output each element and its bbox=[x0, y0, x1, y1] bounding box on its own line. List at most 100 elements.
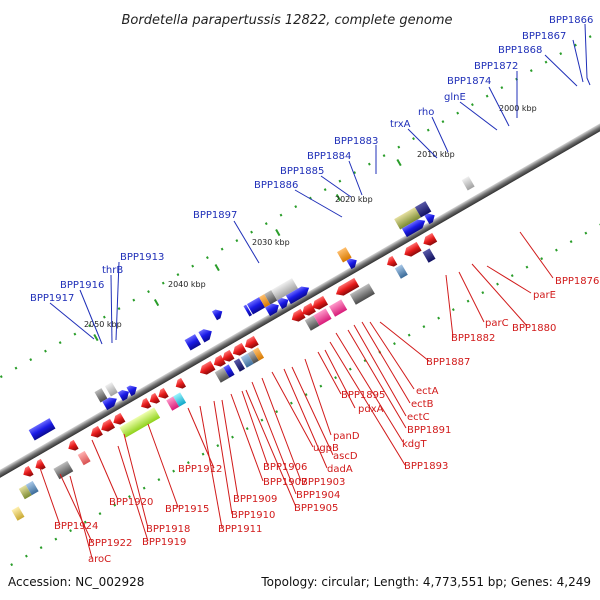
gene-label-bottom: BPP1924 bbox=[54, 521, 98, 532]
gene-label-bottom: BPP1893 bbox=[404, 461, 448, 472]
gene-arrow bbox=[404, 241, 422, 257]
gene-arrow bbox=[265, 303, 279, 317]
scale-tick bbox=[214, 264, 220, 272]
gene-label-bottom: BPP1911 bbox=[218, 524, 262, 535]
gene-label-top: BPP1916 bbox=[60, 280, 104, 291]
gene-label-bottom: aroC bbox=[88, 554, 111, 565]
gene-label-bottom: parE bbox=[533, 290, 556, 301]
gene-label-bottom: BPP1891 bbox=[407, 425, 451, 436]
gene-label-bottom: panD bbox=[333, 431, 360, 442]
dotted-track-outer bbox=[0, 27, 600, 430]
gene-arrow bbox=[101, 418, 116, 432]
gene-label-top: BPP1874 bbox=[447, 76, 491, 87]
gene-label-bottom: ectC bbox=[407, 412, 430, 423]
gene-label-bottom: BPP1920 bbox=[109, 497, 153, 508]
gene-label-bottom: BPP1905 bbox=[294, 503, 338, 514]
scale-label: 2030 kbp bbox=[252, 238, 290, 247]
gene-bar bbox=[252, 347, 265, 361]
gene-bar bbox=[233, 358, 245, 372]
gene-label-top: BPP1913 bbox=[120, 252, 164, 263]
gene-arrow bbox=[387, 255, 398, 267]
gene-label-bottom: ugpB bbox=[313, 443, 339, 454]
gene-label-bottom: BPP1918 bbox=[146, 524, 190, 535]
gene-label-top: BPP1897 bbox=[193, 210, 237, 221]
gene-arrow bbox=[423, 232, 438, 246]
gene-label-bottom: ascD bbox=[333, 451, 358, 462]
gene-arrow bbox=[126, 385, 137, 397]
gene-bar bbox=[271, 278, 298, 301]
gene-arrow bbox=[213, 354, 226, 367]
gene-arrow bbox=[335, 277, 360, 296]
gene-label-bottom: BPP1876 bbox=[555, 276, 599, 287]
forward-strand-genes bbox=[28, 176, 475, 441]
gene-arrow bbox=[302, 302, 316, 316]
gene-arrow bbox=[175, 377, 187, 389]
gene-label-bottom: BPP1912 bbox=[178, 464, 222, 475]
gene-arrow bbox=[198, 329, 212, 343]
gene-arrow bbox=[285, 286, 310, 305]
gene-label-bottom: BPP1919 bbox=[142, 537, 186, 548]
gene-label-bottom: BPP1915 bbox=[165, 504, 209, 515]
gene-label-top: trxA bbox=[390, 119, 411, 130]
gene-label-bottom: ectA bbox=[416, 386, 439, 397]
gene-label-bottom: BPP1909 bbox=[233, 494, 277, 505]
gene-arrow bbox=[424, 213, 435, 225]
gene-bar bbox=[422, 248, 436, 263]
gene-arrow bbox=[291, 308, 306, 322]
gene-label-top: BPP1917 bbox=[30, 293, 74, 304]
gene-label-top: BPP1867 bbox=[522, 31, 566, 42]
gene-bar bbox=[461, 176, 475, 191]
gene-label-bottom: BPP1922 bbox=[88, 538, 132, 549]
gene-bar bbox=[184, 334, 201, 351]
gene-arrow bbox=[222, 349, 235, 362]
gene-arrow bbox=[401, 219, 426, 238]
gene-bar bbox=[53, 460, 74, 480]
gene-bar bbox=[173, 392, 187, 407]
scale-tick bbox=[93, 334, 99, 342]
scale-label: 2000 kbp bbox=[499, 104, 537, 113]
gene-arrow bbox=[346, 258, 357, 270]
gene-bar bbox=[304, 315, 320, 331]
gene-label-bottom: BPP1903 bbox=[301, 477, 345, 488]
gene-label-top: glnE bbox=[444, 92, 466, 103]
gene-label-top: BPP1884 bbox=[307, 151, 351, 162]
scale-tick bbox=[335, 194, 342, 202]
gene-label-top: BPP1866 bbox=[549, 15, 593, 26]
gene-bar bbox=[336, 247, 352, 263]
gene-bar bbox=[246, 297, 266, 315]
scale-label: 2040 kbp bbox=[168, 280, 206, 289]
accession-text: Accession: NC_002928 bbox=[8, 575, 144, 589]
scale-label: 2050 kbp bbox=[84, 320, 122, 329]
gene-label-top: BPP1883 bbox=[334, 136, 378, 147]
gene-arrow bbox=[199, 360, 216, 375]
gene-bar bbox=[243, 304, 253, 317]
gene-bar bbox=[223, 364, 235, 378]
gene-label-top: rho bbox=[418, 107, 434, 118]
scale-label: 2020 kbp bbox=[335, 195, 373, 204]
gene-label-top: BPP1868 bbox=[498, 45, 542, 56]
gene-bar bbox=[166, 396, 180, 411]
gene-label-bottom: dadA bbox=[327, 464, 353, 475]
gene-arrow bbox=[141, 397, 152, 409]
gene-bar bbox=[259, 294, 271, 308]
gene-bar bbox=[394, 264, 408, 279]
gene-arrow bbox=[90, 425, 103, 438]
scale-label: 2010 kbp bbox=[417, 150, 455, 159]
gene-bar bbox=[414, 201, 432, 218]
gene-bar bbox=[25, 480, 39, 496]
leader-lines-bottom bbox=[39, 231, 554, 559]
gene-label-bottom: BPP1882 bbox=[451, 333, 495, 344]
leader-lines-top bbox=[49, 23, 591, 345]
gene-arrow bbox=[277, 297, 289, 310]
map-title: Bordetella parapertussis 12822, complete… bbox=[122, 13, 453, 28]
gene-label-bottom: BPP1907 bbox=[263, 477, 307, 488]
gene-arrow bbox=[35, 458, 46, 470]
gene-arrow bbox=[117, 389, 129, 402]
gene-bar bbox=[104, 382, 118, 397]
gene-label-bottom: parC bbox=[485, 318, 509, 329]
gene-bar bbox=[11, 506, 25, 521]
scale-tick bbox=[275, 229, 281, 237]
gene-bar bbox=[329, 299, 348, 317]
gene-bar bbox=[264, 290, 278, 305]
